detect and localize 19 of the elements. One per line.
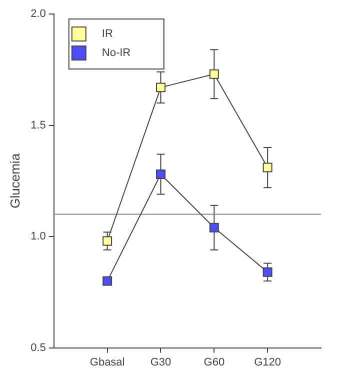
y-tick-label: 1.5 — [30, 119, 46, 132]
point — [262, 267, 272, 277]
point — [102, 276, 112, 286]
y-tick-label: 0.5 — [30, 342, 46, 354]
y-tick-label: 2.0 — [30, 8, 46, 20]
point — [156, 82, 166, 92]
x-tick-label: Gbasal — [90, 356, 125, 368]
point — [209, 69, 219, 79]
x-tick-label: G60 — [204, 356, 225, 368]
y-axis-title: Glucemia — [7, 152, 22, 208]
y-tick-label: 1.0 — [30, 230, 46, 243]
point — [156, 169, 166, 179]
point — [209, 222, 219, 232]
x-tick-label: G120 — [254, 356, 282, 368]
x-tick-label: G30 — [150, 356, 172, 368]
legend-label: IR — [102, 28, 113, 40]
point — [262, 162, 272, 172]
point — [102, 236, 112, 246]
legend-label: No-IR — [102, 47, 131, 60]
